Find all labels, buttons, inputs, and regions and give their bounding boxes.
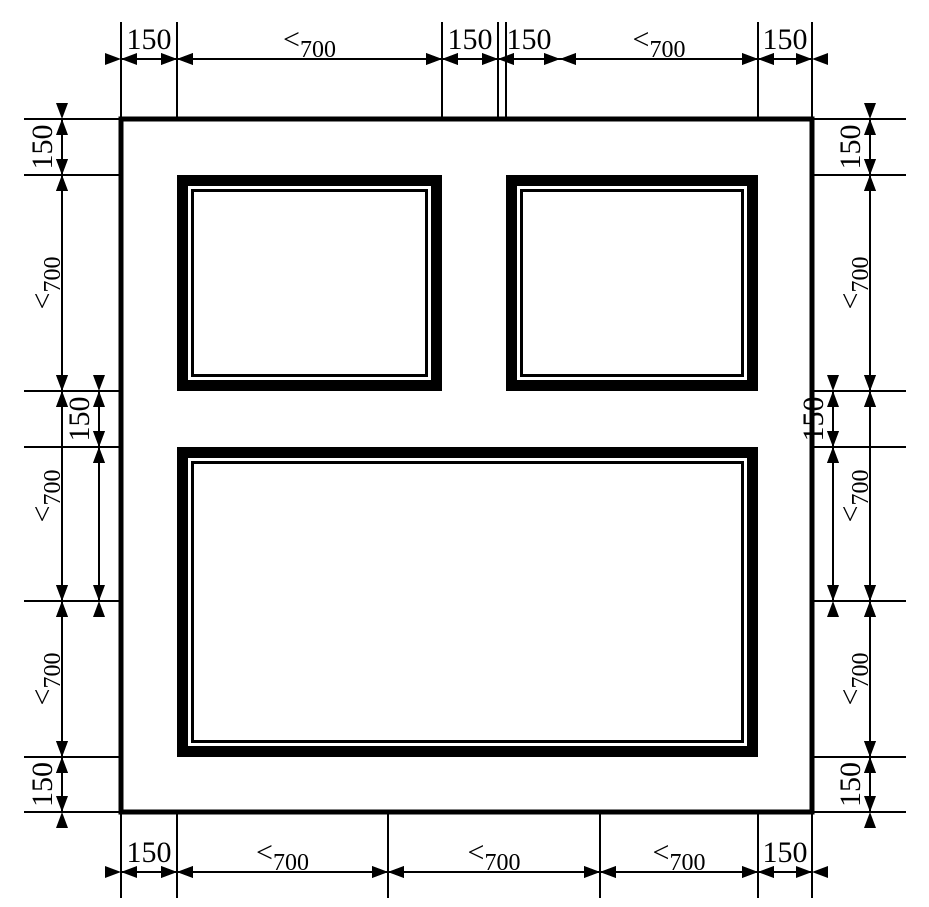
dim-label: <700: [283, 23, 336, 63]
dim-label: 150: [834, 762, 867, 807]
dim-label: <700: [256, 836, 309, 876]
dim-label: 150: [763, 23, 808, 56]
diagram-svg: 150<700150150<700150150<700<700<70015015…: [0, 0, 929, 907]
dim-label: 150: [507, 23, 552, 56]
dim-top: 150 <700 150 150 <700 150: [105, 22, 828, 119]
dim-label: 150: [26, 125, 59, 170]
dim-label: <700: [834, 653, 874, 706]
dim-label: 150: [26, 762, 59, 807]
dim-label: <700: [468, 836, 521, 876]
dim-label: 150: [63, 397, 96, 442]
dim-label: 150: [127, 836, 172, 869]
dim-label: <700: [834, 470, 874, 523]
dim-left: 150 <700 150 <700 <700 150: [24, 103, 121, 828]
dim-label: 150: [797, 397, 830, 442]
dim-label: <700: [26, 257, 66, 310]
dim-label: 150: [834, 125, 867, 170]
dim-bottom: 150 <700 <700 <700 150: [105, 812, 828, 898]
dim-label: <700: [653, 836, 706, 876]
panel-top-left: [183, 181, 437, 386]
dim-label: <700: [26, 470, 66, 523]
diagram-root: 150<700150150<700150150<700<700<70015015…: [0, 0, 929, 907]
dim-label: 150: [127, 23, 172, 56]
panel-bottom: [183, 453, 753, 752]
dim-label: 150: [763, 836, 808, 869]
panel-top-right: [512, 181, 753, 386]
dim-label: <700: [26, 653, 66, 706]
dim-label: <700: [834, 257, 874, 310]
dim-label: 150: [448, 23, 493, 56]
dim-label: <700: [633, 23, 686, 63]
